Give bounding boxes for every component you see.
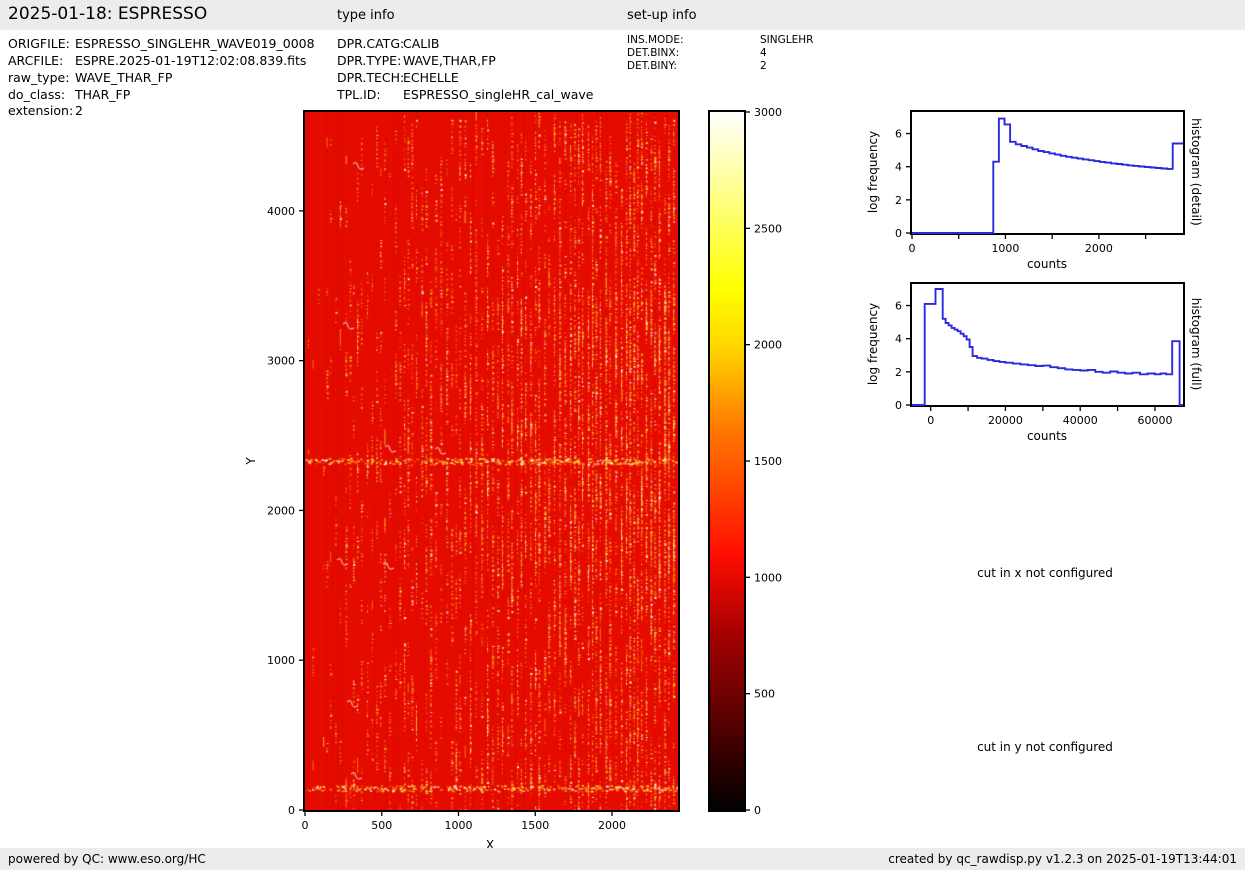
tick-label: 2000 bbox=[267, 504, 295, 517]
metadata-row: do_class: THAR_FP bbox=[8, 87, 328, 103]
tick-label: 0 bbox=[754, 804, 761, 817]
raw-image-ylabel: Y bbox=[244, 457, 258, 465]
histogram-step-line bbox=[912, 288, 1183, 406]
raw-image-xlabel: X bbox=[485, 838, 495, 852]
tick-label: 1000 bbox=[267, 654, 295, 667]
type-info-value: ECHELLE bbox=[403, 70, 459, 85]
histogram-full-side-label: histogram (full) bbox=[1189, 297, 1203, 391]
type-info-label: DPR.CATG: bbox=[337, 36, 405, 51]
tick-label: 2000 bbox=[598, 819, 626, 832]
tick-label: 2 bbox=[895, 366, 902, 379]
tick-label: 2 bbox=[895, 194, 902, 207]
type-info-row: DPR.TECH: ECHELLE bbox=[337, 70, 627, 86]
raw-image-plot: 0 500 1000 1500 2000 0 1000 2000 3000 4000 bbox=[267, 110, 680, 832]
metadata-value: ESPRE.2025-01-19T12:02:08.839.fits bbox=[75, 53, 307, 68]
tick-label: 2000 bbox=[754, 339, 782, 352]
tick-label: 60000 bbox=[1137, 414, 1172, 427]
footer-powered-by: powered by QC: www.eso.org/HC bbox=[8, 852, 206, 866]
setup-info-label: INS.MODE: bbox=[627, 34, 684, 46]
colorbar: 0 500 1000 1500 2000 2500 3000 bbox=[708, 106, 782, 817]
raw-image-axes: 0 500 1000 1500 2000 0 1000 2000 3000 4000 bbox=[267, 205, 626, 832]
tick-label: 0 bbox=[895, 227, 902, 240]
setup-info-value: 2 bbox=[760, 60, 767, 72]
tick-label: 0 bbox=[909, 242, 916, 255]
type-info-label: DPR.TECH: bbox=[337, 70, 405, 85]
metadata-value: 2 bbox=[75, 103, 83, 118]
tick-label: 0 bbox=[302, 819, 309, 832]
tick-label: 20000 bbox=[988, 414, 1023, 427]
footer-created-by: created by qc_rawdisp.py v1.2.3 on 2025-… bbox=[888, 852, 1237, 866]
type-info-value: CALIB bbox=[403, 36, 440, 51]
type-info-value: ESPRESSO_singleHR_cal_wave bbox=[403, 87, 594, 102]
tick-label: 2500 bbox=[754, 222, 782, 235]
metadata-row: raw_type: WAVE_THAR_FP bbox=[8, 70, 328, 86]
type-info-value: WAVE,THAR,FP bbox=[403, 53, 496, 68]
histogram-detail-plot: 0 1000 2000 0 2 4 6 bbox=[895, 110, 1185, 255]
histogram-detail-ylabel: log frequency bbox=[866, 130, 880, 214]
cut-x-message: cut in x not configured bbox=[977, 566, 1113, 580]
tick-label: 6 bbox=[895, 128, 902, 141]
tick-label: 3000 bbox=[754, 106, 782, 119]
histogram-full-xlabel: counts bbox=[1026, 429, 1068, 443]
tick-label: 1000 bbox=[991, 242, 1019, 255]
setup-info-row: INS.MODE: SINGLEHR bbox=[627, 34, 877, 47]
type-info-row: DPR.TYPE: WAVE,THAR,FP bbox=[337, 53, 627, 69]
colorbar-axes: 0 500 1000 1500 2000 2500 3000 bbox=[746, 106, 782, 817]
tick-label: 0 bbox=[288, 804, 295, 817]
histogram-step-line bbox=[912, 117, 1183, 234]
cut-y-message: cut in y not configured bbox=[977, 740, 1113, 754]
histogram-detail-svg: 0 1000 2000 0 2 4 6 bbox=[895, 117, 1183, 255]
setup-info-heading: set-up info bbox=[627, 8, 697, 23]
histogram-detail-xlabel: counts bbox=[1026, 257, 1068, 271]
tick-label: 2000 bbox=[1085, 242, 1113, 255]
type-info-label: TPL.ID: bbox=[337, 87, 381, 102]
setup-info-label: DET.BINX: bbox=[627, 47, 680, 59]
tick-label: 0 bbox=[895, 399, 902, 412]
histogram-full-svg: 0 20000 40000 60000 0 2 4 6 bbox=[895, 288, 1183, 427]
histogram-detail-side-label: histogram (detail) bbox=[1189, 118, 1203, 226]
colorbar-gradient bbox=[710, 112, 744, 810]
type-info-heading: type info bbox=[337, 8, 395, 23]
setup-info-value: SINGLEHR bbox=[760, 34, 814, 46]
page-title: 2025-01-18: ESPRESSO bbox=[8, 4, 208, 24]
metadata-value: WAVE_THAR_FP bbox=[75, 70, 173, 85]
type-info-row: TPL.ID: ESPRESSO_singleHR_cal_wave bbox=[337, 87, 627, 103]
tick-label: 1000 bbox=[444, 819, 472, 832]
type-info-label: DPR.TYPE: bbox=[337, 53, 402, 68]
footer-bar bbox=[0, 848, 1245, 870]
type-info-row: DPR.CATG: CALIB bbox=[337, 36, 627, 52]
histogram-full-ylabel: log frequency bbox=[866, 302, 880, 386]
header-bar bbox=[0, 0, 1245, 30]
metadata-value: THAR_FP bbox=[75, 87, 131, 102]
tick-label: 0 bbox=[927, 414, 934, 427]
setup-info-label: DET.BINY: bbox=[627, 60, 677, 72]
tick-label: 1000 bbox=[754, 571, 782, 584]
metadata-label: do_class: bbox=[8, 87, 66, 102]
setup-info-value: 4 bbox=[760, 47, 767, 59]
tick-label: 1500 bbox=[754, 455, 782, 468]
raw-detector-image bbox=[305, 112, 678, 810]
tick-label: 500 bbox=[371, 819, 392, 832]
metadata-label: ARCFILE: bbox=[8, 53, 64, 68]
metadata-label: raw_type: bbox=[8, 70, 70, 85]
tick-label: 3000 bbox=[267, 355, 295, 368]
setup-info-row: DET.BINX: 4 bbox=[627, 47, 877, 60]
tick-label: 4 bbox=[895, 333, 902, 346]
metadata-label: extension: bbox=[8, 103, 74, 118]
histogram-full-plot: 0 20000 40000 60000 0 2 4 6 bbox=[895, 282, 1185, 427]
metadata-row: ARCFILE: ESPRE.2025-01-19T12:02:08.839.f… bbox=[8, 53, 328, 69]
tick-label: 40000 bbox=[1063, 414, 1098, 427]
tick-label: 4 bbox=[895, 161, 902, 174]
metadata-row: extension: 2 bbox=[8, 103, 328, 119]
tick-label: 4000 bbox=[267, 205, 295, 218]
tick-label: 1500 bbox=[521, 819, 549, 832]
metadata-label: ORIGFILE: bbox=[8, 36, 70, 51]
tick-label: 6 bbox=[895, 300, 902, 313]
tick-label: 500 bbox=[754, 688, 775, 701]
setup-info-row: DET.BINY: 2 bbox=[627, 60, 877, 73]
metadata-value: ESPRESSO_SINGLEHR_WAVE019_0008 bbox=[75, 36, 315, 51]
metadata-row: ORIGFILE: ESPRESSO_SINGLEHR_WAVE019_0008 bbox=[8, 36, 328, 52]
